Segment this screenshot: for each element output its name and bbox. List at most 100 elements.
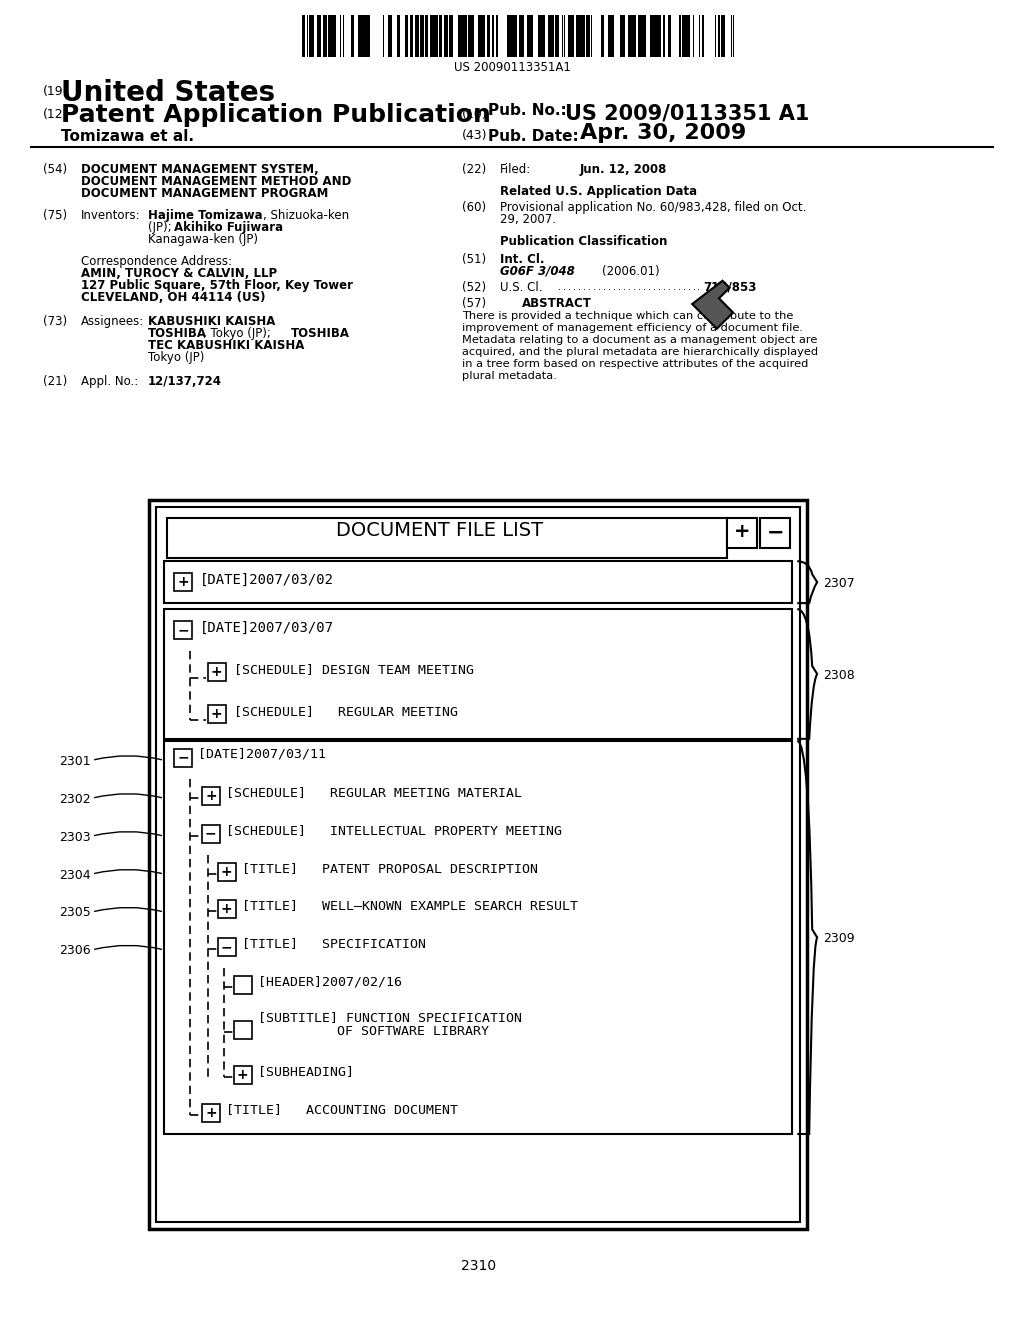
Text: 2302: 2302 (59, 793, 91, 805)
Bar (335, 16, 337, 57)
Bar (233, 977, 252, 994)
Text: 127 Public Square, 57th Floor, Key Tower: 127 Public Square, 57th Floor, Key Tower (81, 279, 353, 292)
Text: There is provided a technique which can contribute to the: There is provided a technique which can … (462, 310, 794, 321)
Text: (57): (57) (462, 297, 486, 310)
Text: DOCUMENT FILE LIST: DOCUMENT FILE LIST (336, 521, 543, 540)
Text: +: + (221, 865, 232, 879)
Text: in a tree form based on respective attributes of the acquired: in a tree form based on respective attri… (462, 359, 809, 368)
Text: .: . (647, 281, 650, 292)
Text: TEC KABUSHIKI KAISHA: TEC KABUSHIKI KAISHA (148, 339, 304, 351)
Text: −: − (177, 751, 188, 764)
Text: (52): (52) (462, 281, 486, 294)
Text: (73): (73) (43, 314, 68, 327)
Text: [SUBTITLE] FUNCTION SPECIFICATION: [SUBTITLE] FUNCTION SPECIFICATION (258, 1011, 521, 1024)
Bar (530, 16, 532, 57)
Text: −: − (177, 623, 188, 638)
Text: Hajime Tomizawa: Hajime Tomizawa (148, 209, 262, 222)
Bar (148, 500, 807, 1229)
Text: .: . (607, 281, 610, 292)
Bar (528, 16, 530, 57)
Text: .: . (633, 281, 636, 292)
Text: plural metadata.: plural metadata. (462, 371, 557, 380)
Bar (568, 16, 569, 57)
Text: +: + (211, 665, 222, 678)
Text: Pub. No.:: Pub. No.: (488, 103, 567, 119)
Bar (638, 16, 640, 57)
Text: .: . (572, 281, 575, 292)
Bar (470, 16, 472, 57)
Bar (679, 16, 681, 57)
Bar (640, 16, 643, 57)
Bar (202, 825, 220, 842)
Text: DOCUMENT MANAGEMENT SYSTEM,: DOCUMENT MANAGEMENT SYSTEM, (81, 164, 318, 176)
Text: (12): (12) (43, 108, 69, 121)
Bar (416, 16, 419, 57)
Bar (658, 16, 660, 57)
Text: .: . (692, 281, 695, 292)
Text: .: . (568, 281, 570, 292)
Text: [SCHEDULE] DESIGN TEAM MEETING: [SCHEDULE] DESIGN TEAM MEETING (233, 663, 474, 676)
Bar (450, 16, 454, 57)
Text: [SCHEDULE]   INTELLECTUAL PROPERTY MEETING: [SCHEDULE] INTELLECTUAL PROPERTY MEETING (225, 824, 562, 837)
Text: US 20090113351A1: US 20090113351A1 (454, 61, 570, 74)
Text: +: + (205, 789, 217, 803)
Text: .: . (663, 281, 666, 292)
Bar (586, 16, 590, 57)
Bar (420, 16, 424, 57)
Text: 2307: 2307 (823, 577, 855, 590)
Bar (481, 16, 485, 57)
Text: AMIN, TUROCY & CALVIN, LLP: AMIN, TUROCY & CALVIN, LLP (81, 267, 278, 280)
Text: .: . (628, 281, 631, 292)
Text: DOCUMENT MANAGEMENT PROGRAM: DOCUMENT MANAGEMENT PROGRAM (81, 187, 329, 201)
Polygon shape (692, 281, 733, 329)
Text: 2308: 2308 (823, 669, 855, 682)
Text: Correspondence Address:: Correspondence Address: (81, 255, 232, 268)
Bar (407, 16, 409, 57)
Bar (411, 16, 414, 57)
Text: .: . (593, 281, 596, 292)
Bar (464, 16, 466, 57)
Text: .: . (612, 281, 615, 292)
Bar (233, 1067, 252, 1084)
Text: −: − (221, 940, 232, 954)
Text: [SCHEDULE]   REGULAR MEETING MATERIAL: [SCHEDULE] REGULAR MEETING MATERIAL (225, 785, 522, 799)
Text: .: . (603, 281, 606, 292)
Bar (208, 705, 225, 723)
Text: KABUSHIKI KAISHA: KABUSHIKI KAISHA (148, 314, 275, 327)
Bar (425, 16, 428, 57)
Text: 2309: 2309 (823, 932, 855, 945)
Text: CLEVELAND, OH 44114 (US): CLEVELAND, OH 44114 (US) (81, 290, 265, 304)
Text: [TITLE]   ACCOUNTING DOCUMENT: [TITLE] ACCOUNTING DOCUMENT (225, 1104, 458, 1117)
Text: , Shizuoka-ken: , Shizuoka-ken (263, 209, 349, 222)
Text: 2305: 2305 (59, 907, 91, 920)
Bar (430, 16, 432, 57)
Bar (333, 16, 335, 57)
Text: 12/137,724: 12/137,724 (148, 375, 222, 388)
Text: .: . (697, 281, 700, 292)
Text: Jun. 12, 2008: Jun. 12, 2008 (580, 164, 668, 176)
Bar (174, 622, 191, 639)
Text: (43): (43) (462, 129, 487, 143)
Text: 2303: 2303 (59, 830, 91, 843)
Text: 715/853: 715/853 (703, 281, 757, 294)
Text: +: + (734, 523, 751, 541)
Bar (302, 16, 303, 57)
Text: U.S. Cl.: U.S. Cl. (500, 281, 543, 294)
Text: (2006.01): (2006.01) (602, 265, 659, 277)
Text: Akihiko Fujiwara: Akihiko Fujiwara (174, 220, 283, 234)
Text: .: . (583, 281, 586, 292)
Text: G06F 3/048: G06F 3/048 (500, 265, 574, 277)
Bar (540, 16, 543, 57)
Text: Inventors:: Inventors: (81, 209, 140, 222)
Text: (JP);: (JP); (148, 220, 175, 234)
Bar (493, 16, 494, 57)
Text: acquired, and the plural metadata are hierarchically displayed: acquired, and the plural metadata are hi… (462, 347, 818, 356)
Bar (167, 519, 727, 558)
Text: .: . (668, 281, 671, 292)
Text: Metadata relating to a document as a management object are: Metadata relating to a document as a man… (462, 335, 817, 345)
Text: [DATE]2007/03/11: [DATE]2007/03/11 (198, 748, 326, 760)
Bar (634, 16, 636, 57)
Text: .: . (673, 281, 676, 292)
Text: [DATE]2007/03/02: [DATE]2007/03/02 (200, 573, 334, 587)
Bar (444, 16, 449, 57)
